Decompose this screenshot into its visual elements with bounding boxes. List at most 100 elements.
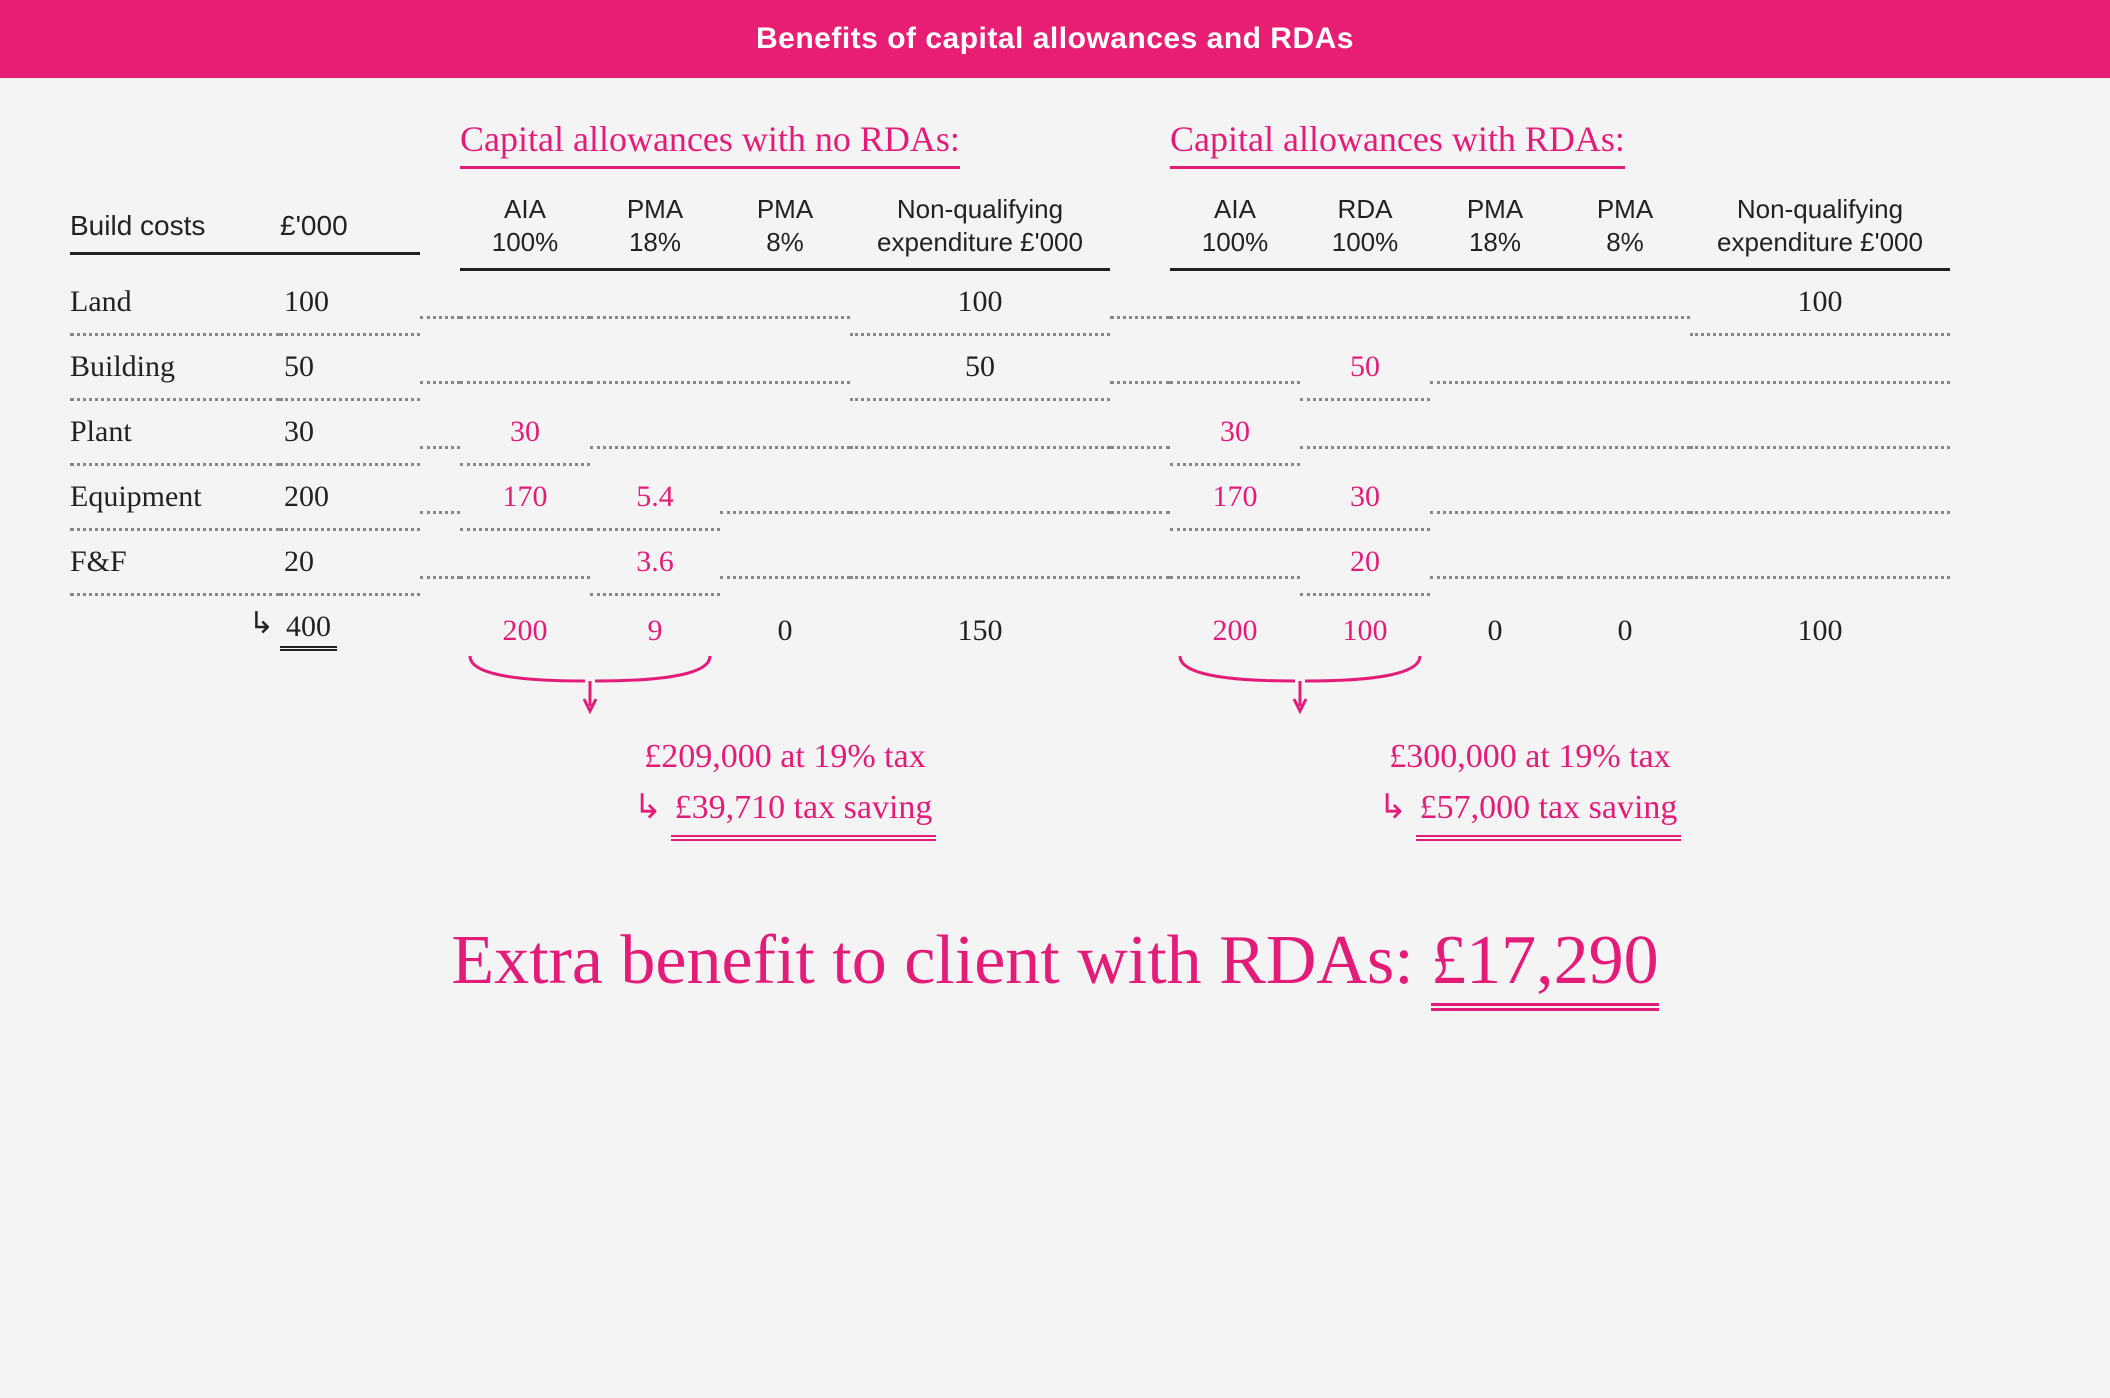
page-title: Benefits of capital allowances and RDAs (756, 22, 1354, 55)
cell (1690, 548, 1950, 579)
total-l-aia: 200 (460, 600, 590, 648)
brace-icon (460, 651, 720, 721)
conclusion-amount: £17,290 (1431, 922, 1659, 1011)
annotations: £209,000 at 19% tax ↳ £39,710 tax saving… (70, 731, 2040, 841)
col-rdas-rda: RDA 100% (1300, 187, 1430, 271)
cell: 50 (1300, 336, 1430, 401)
cell (1430, 353, 1560, 384)
cell: 20 (1300, 531, 1430, 596)
cell (1300, 418, 1430, 449)
annotation-right: £300,000 at 19% tax ↳ £57,000 tax saving (1170, 731, 1890, 841)
row-label: Land (70, 271, 280, 336)
total-cost-wrap: 400 (280, 596, 420, 651)
brace-left (460, 651, 720, 721)
row-cost: 30 (280, 401, 420, 466)
cell (1430, 288, 1560, 319)
cell: 30 (1170, 401, 1300, 466)
annotation-left-saving: £39,710 tax saving (671, 782, 937, 841)
cell: 170 (1170, 466, 1300, 531)
cell (1560, 548, 1690, 579)
cell: 100 (1690, 271, 1950, 336)
total-cost: 400 (280, 610, 337, 651)
row-cost: 100 (280, 271, 420, 336)
annotation-right-saving: £57,000 tax saving (1416, 782, 1682, 841)
cell (460, 548, 590, 579)
hook-arrow-icon: ↳ (1379, 789, 1416, 826)
col-rdas-aia: AIA 100% (1170, 187, 1300, 271)
row-label: Building (70, 336, 280, 401)
cell (720, 548, 850, 579)
total-l-nq: 150 (850, 600, 1110, 648)
row-label: Plant (70, 401, 280, 466)
brace-right (1170, 651, 1430, 721)
cell: 50 (850, 336, 1110, 401)
section-title-no-rdas-wrap: Capital allowances with no RDAs: (460, 118, 1110, 187)
annotation-right-line1: £300,000 at 19% tax (1170, 731, 1890, 782)
total-r-nq: 100 (1690, 600, 1950, 648)
cell (1690, 483, 1950, 514)
cell (720, 483, 850, 514)
row-cost: 50 (280, 336, 420, 401)
col-no-rdas-aia: AIA 100% (460, 187, 590, 271)
cell (1170, 288, 1300, 319)
total-r-pma18: 0 (1430, 600, 1560, 648)
cell: 5.4 (590, 466, 720, 531)
page-title-bar: Benefits of capital allowances and RDAs (0, 0, 2110, 78)
cell (720, 353, 850, 384)
col-rdas-pma8: PMA 8% (1560, 187, 1690, 271)
cell (1430, 418, 1560, 449)
cell (1690, 418, 1950, 449)
col-rdas-pma18: PMA 18% (1430, 187, 1560, 271)
cell (590, 353, 720, 384)
cell: 30 (1300, 466, 1430, 531)
cell (1560, 288, 1690, 319)
cell (850, 418, 1110, 449)
row-cost: 20 (280, 531, 420, 596)
cell (720, 288, 850, 319)
row-cost: 200 (280, 466, 420, 531)
col-rdas-nq: Non-qualifying expenditure £'000 (1690, 187, 1950, 271)
conclusion: Extra benefit to client with RDAs: £17,2… (70, 921, 2040, 1001)
cell (1560, 483, 1690, 514)
section-title-no-rdas: Capital allowances with no RDAs: (460, 118, 960, 169)
cell (1430, 483, 1560, 514)
cell (1170, 353, 1300, 384)
cell (1300, 288, 1430, 319)
row-label: F&F (70, 531, 280, 596)
col-no-rdas-nq: Non-qualifying expenditure £'000 (850, 187, 1110, 271)
total-r-rda: 100 (1300, 600, 1430, 648)
section-title-with-rdas: Capital allowances with RDAs: (1170, 118, 1625, 169)
cell (850, 483, 1110, 514)
brace-icon (1170, 651, 1430, 721)
col-no-rdas-pma8: PMA 8% (720, 187, 850, 271)
cell (850, 548, 1110, 579)
section-title-with-rdas-wrap: Capital allowances with RDAs: (1170, 118, 1950, 187)
hook-arrow-icon: ↳ (70, 606, 280, 641)
cell (1690, 353, 1950, 384)
col-thousands: £'000 (280, 204, 420, 255)
conclusion-prefix: Extra benefit to client with RDAs: (451, 922, 1431, 999)
cell (460, 353, 590, 384)
cell (720, 418, 850, 449)
cell (590, 288, 720, 319)
cell (590, 418, 720, 449)
content-area: Capital allowances with no RDAs: Capital… (0, 78, 2110, 1061)
cell (1560, 418, 1690, 449)
total-r-aia: 200 (1170, 600, 1300, 648)
cell: 100 (850, 271, 1110, 336)
col-no-rdas-pma18: PMA 18% (590, 187, 720, 271)
row-label: Equipment (70, 466, 280, 531)
total-l-pma8: 0 (720, 600, 850, 648)
cell: 30 (460, 401, 590, 466)
cell (1170, 548, 1300, 579)
cell: 170 (460, 466, 590, 531)
total-r-pma8: 0 (1560, 600, 1690, 648)
cell (1560, 353, 1690, 384)
annotation-left: £209,000 at 19% tax ↳ £39,710 tax saving (460, 731, 1110, 841)
cell (1430, 548, 1560, 579)
total-l-pma18: 9 (590, 600, 720, 648)
col-build-costs: Build costs (70, 204, 280, 255)
cell (460, 288, 590, 319)
annotation-left-line1: £209,000 at 19% tax (460, 731, 1110, 782)
comparison-grid: Capital allowances with no RDAs: Capital… (70, 118, 2040, 721)
